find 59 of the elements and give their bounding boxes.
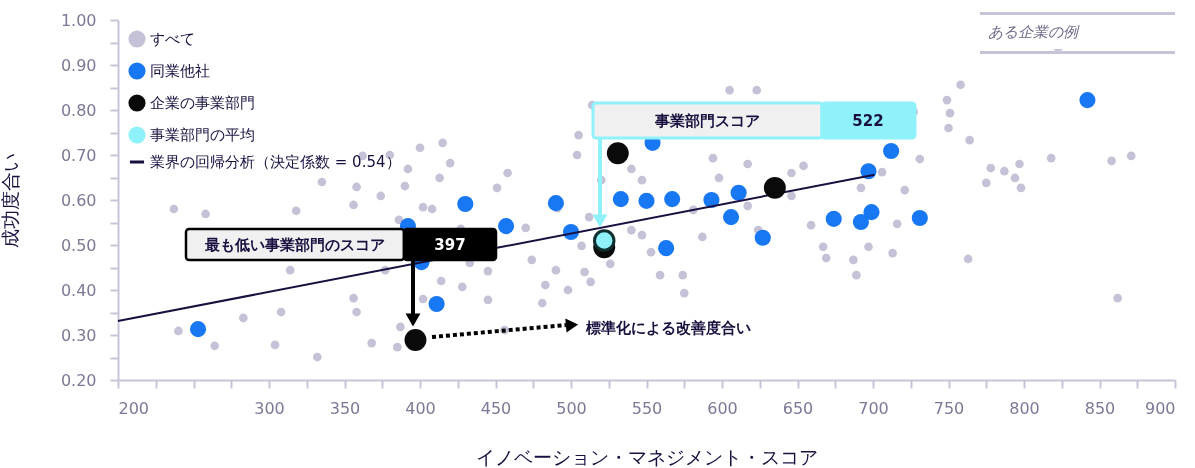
x-tick-label: 700 [858, 398, 889, 418]
legend-label: 企業の事業部門 [150, 94, 255, 112]
y-tick-label: 0.70 [60, 145, 97, 165]
legend-label: 同業他社 [150, 62, 210, 80]
y-tick-label: 0.20 [60, 370, 97, 390]
annotation: 最も低い事業部門のスコア [204, 236, 385, 254]
point [658, 240, 675, 257]
point [457, 196, 474, 213]
annotation: 397 [434, 236, 466, 254]
point [498, 218, 515, 235]
x-tick-label: 900 [1144, 398, 1176, 418]
x-tick-label: 800 [1009, 398, 1040, 418]
point [825, 210, 842, 227]
x-tick-label: 650 [782, 398, 814, 418]
annotation: ある企業の例 [988, 23, 1078, 42]
x-tick-label: 500 [556, 398, 587, 418]
point [612, 191, 629, 208]
point [723, 209, 740, 226]
point [592, 229, 616, 252]
point [428, 295, 445, 312]
point [863, 204, 880, 221]
legend-label: すべて [150, 30, 195, 48]
y-tick-label: 0.90 [60, 55, 97, 75]
point [404, 329, 427, 351]
y-tick-label: 0.30 [60, 325, 97, 345]
y-tick-label: 0.50 [60, 235, 97, 255]
point [547, 195, 564, 212]
point [664, 191, 681, 208]
point [911, 209, 928, 227]
point [730, 184, 747, 201]
point [1079, 92, 1096, 109]
point [606, 142, 629, 165]
x-axis-title: イノベーション・マネジメント・スコア [476, 445, 818, 468]
x-tick-label: 850 [1084, 398, 1116, 418]
x-tick-label: 450 [480, 398, 512, 418]
y-axis-title: 成功度合い [0, 153, 21, 248]
x-tick-label: 550 [631, 398, 663, 418]
annotation: 522 [852, 112, 884, 130]
point [638, 192, 655, 209]
y-tick-label: 1.00 [60, 10, 97, 30]
y-tick-label: 0.60 [60, 190, 97, 210]
x-tick-label: 350 [329, 398, 361, 418]
point [883, 142, 900, 159]
legend-label: 業界の回帰分析（決定係数 = 0.54） [150, 153, 401, 171]
annotation: 事業部門スコア [653, 112, 760, 130]
annotation: 標準化による改善度合い [585, 319, 751, 337]
legend-label: 事業部門の平均 [150, 126, 255, 144]
dropdown-field: ある企業の例 [980, 12, 1175, 54]
x-tick-label: 200 [118, 398, 150, 418]
x-tick-label: 750 [933, 398, 965, 418]
x-tick-label: 600 [707, 398, 738, 418]
x-tick-label: 400 [405, 398, 436, 418]
point [754, 229, 771, 246]
y-tick-label: 0.80 [60, 100, 97, 120]
point [852, 214, 869, 231]
x-tick-label: 300 [254, 398, 285, 418]
y-tick-label: 0.40 [60, 280, 97, 300]
point [763, 176, 786, 199]
point [189, 321, 207, 338]
